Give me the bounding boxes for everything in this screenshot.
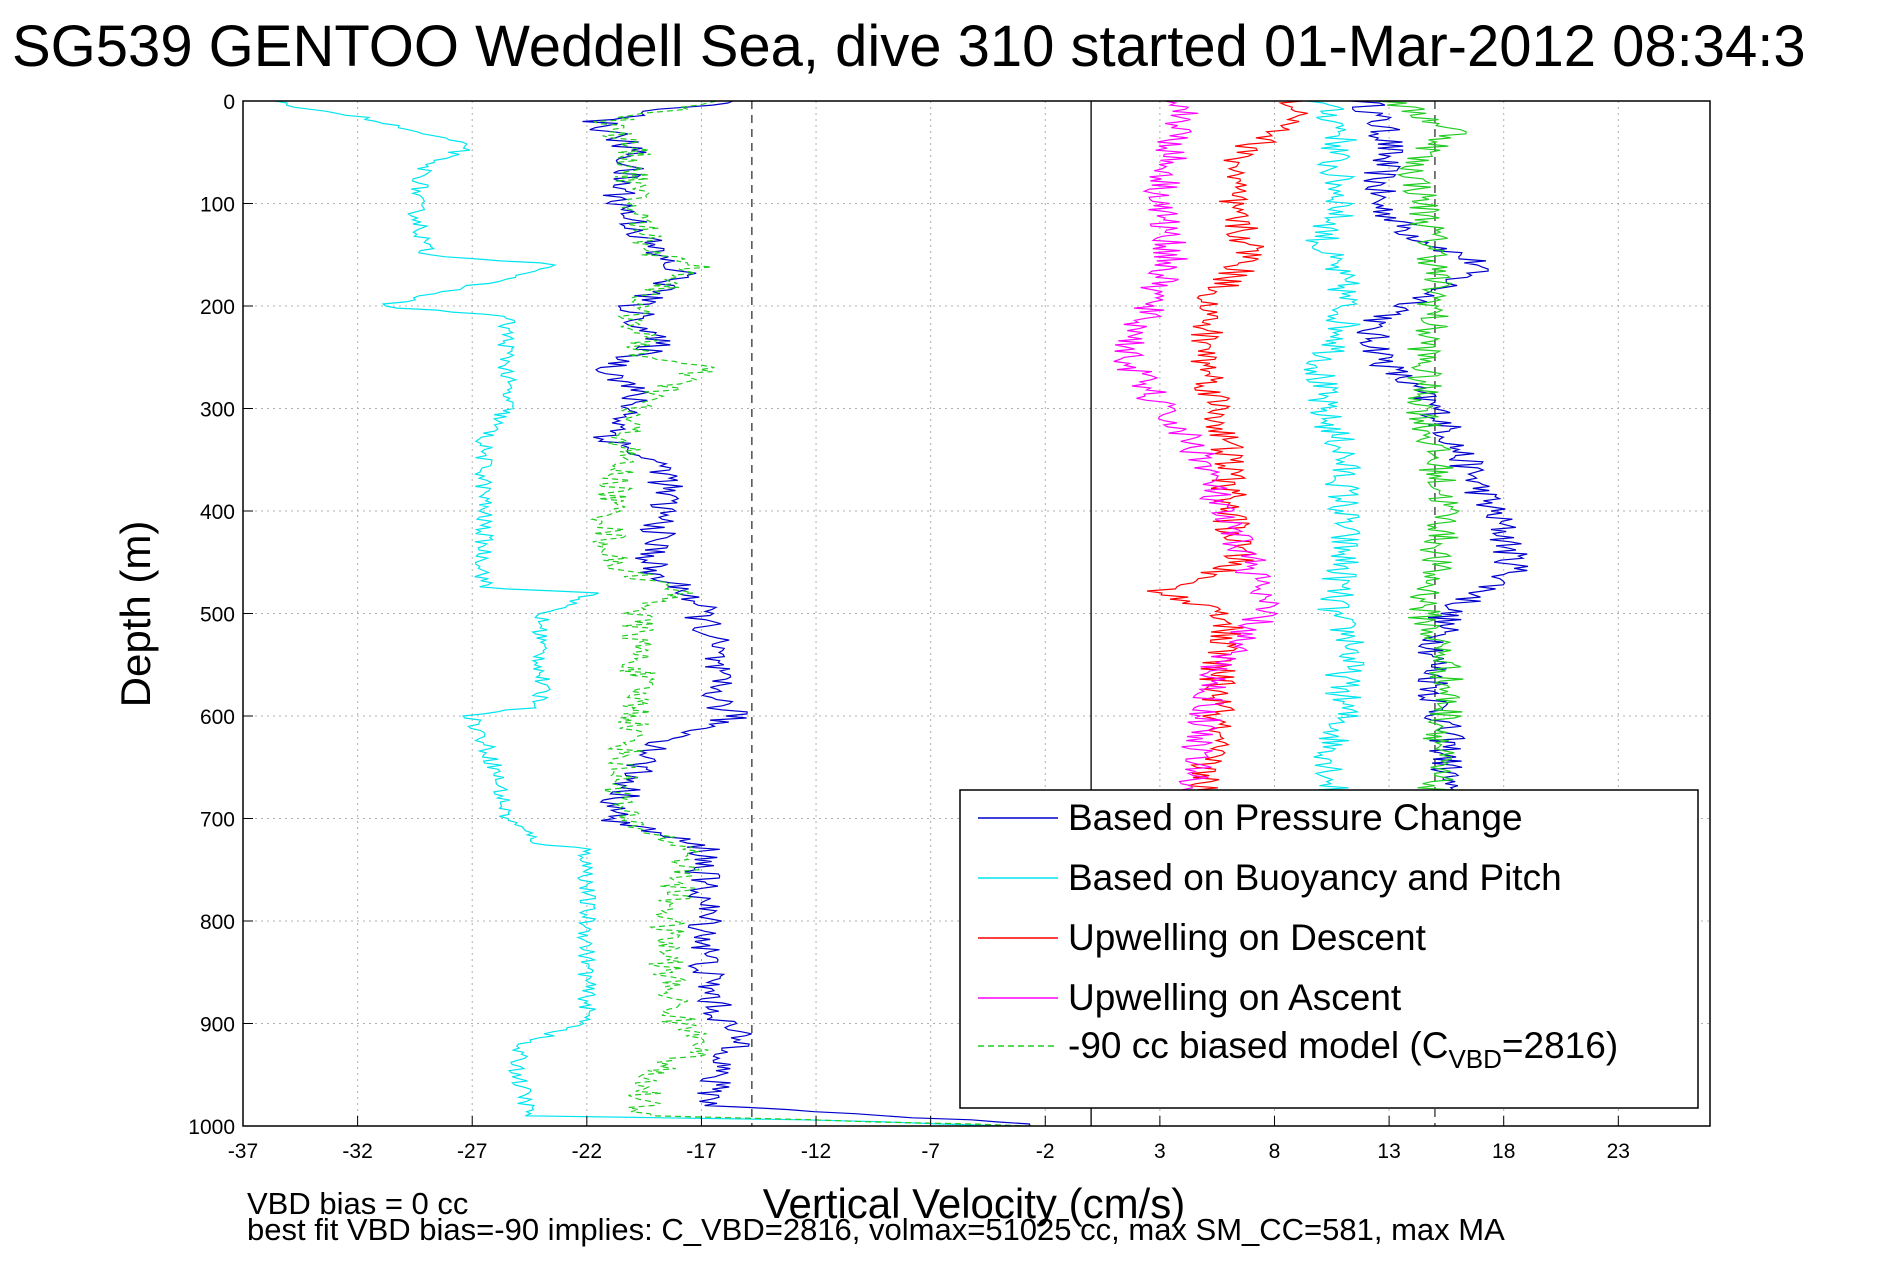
y-tick-label: 300 [200,399,235,422]
chart-title: SG539 GENTOO Weddell Sea, dive 310 start… [12,14,1806,79]
y-tick-label: 400 [200,501,235,524]
legend-label: Based on Buoyancy and Pitch [1068,857,1562,898]
x-tick-label: -32 [342,1140,372,1163]
biased-model-series [589,100,1030,1127]
vbd-bias-note: VBD bias = 0 cc [247,1186,468,1221]
legend-label: Upwelling on Descent [1068,917,1427,958]
legend: Based on Pressure Change Based on Buoyanc… [959,789,1699,1109]
x-tick-label: 18 [1492,1140,1515,1163]
y-tick-label: 500 [200,604,235,627]
y-tick-label: 900 [200,1014,235,1037]
pressure-change-series [582,100,1031,1127]
buoyancy-pitch-series [274,100,1006,1127]
x-axis-label: Vertical Velocity (cm/s) [763,1180,1185,1227]
right-profile-series-2 [1375,100,1467,799]
x-tick-label: -22 [572,1140,602,1163]
legend-box [959,789,1699,1109]
y-axis-ticks: 0 100 200 300 400 500 600 700 800 900 1000 [188,91,253,1139]
x-tick-label: -12 [801,1140,831,1163]
x-tick-label: -17 [686,1140,716,1163]
legend-label: -90 cc biased model (CVBD=2816) [1068,1025,1618,1074]
upwelling-ascent-series [1113,100,1280,820]
y-tick-label: 100 [200,194,235,217]
y-axis-label: Depth (m) [112,521,159,708]
y-tick-label: 800 [200,911,235,934]
x-tick-label: -37 [228,1140,258,1163]
y-tick-label: 200 [200,296,235,319]
y-tick-label: 0 [223,91,235,114]
best-fit-note: best fit VBD bias=-90 implies: C_VBD=281… [247,1212,1505,1247]
x-axis-ticks: -37 -32 -27 -22 -17 -12 -7 -2 3 8 13 18 23 [228,1116,1630,1163]
x-tick-label: -27 [457,1140,487,1163]
x-tick-label: 23 [1607,1140,1630,1163]
legend-label: Upwelling on Ascent [1068,977,1402,1018]
x-tick-label: 3 [1154,1140,1166,1163]
x-tick-label: 13 [1377,1140,1400,1163]
x-tick-label: -7 [921,1140,940,1163]
right-profile-series-1 [1303,100,1365,799]
y-tick-label: 700 [200,809,235,832]
x-tick-label: -2 [1036,1140,1055,1163]
right-profile-series-0 [1351,100,1529,799]
y-tick-label: 600 [200,706,235,729]
y-tick-label: 1000 [188,1116,235,1139]
legend-label: Based on Pressure Change [1068,797,1523,838]
x-tick-label: 8 [1269,1140,1281,1163]
data-series [274,100,1529,1127]
